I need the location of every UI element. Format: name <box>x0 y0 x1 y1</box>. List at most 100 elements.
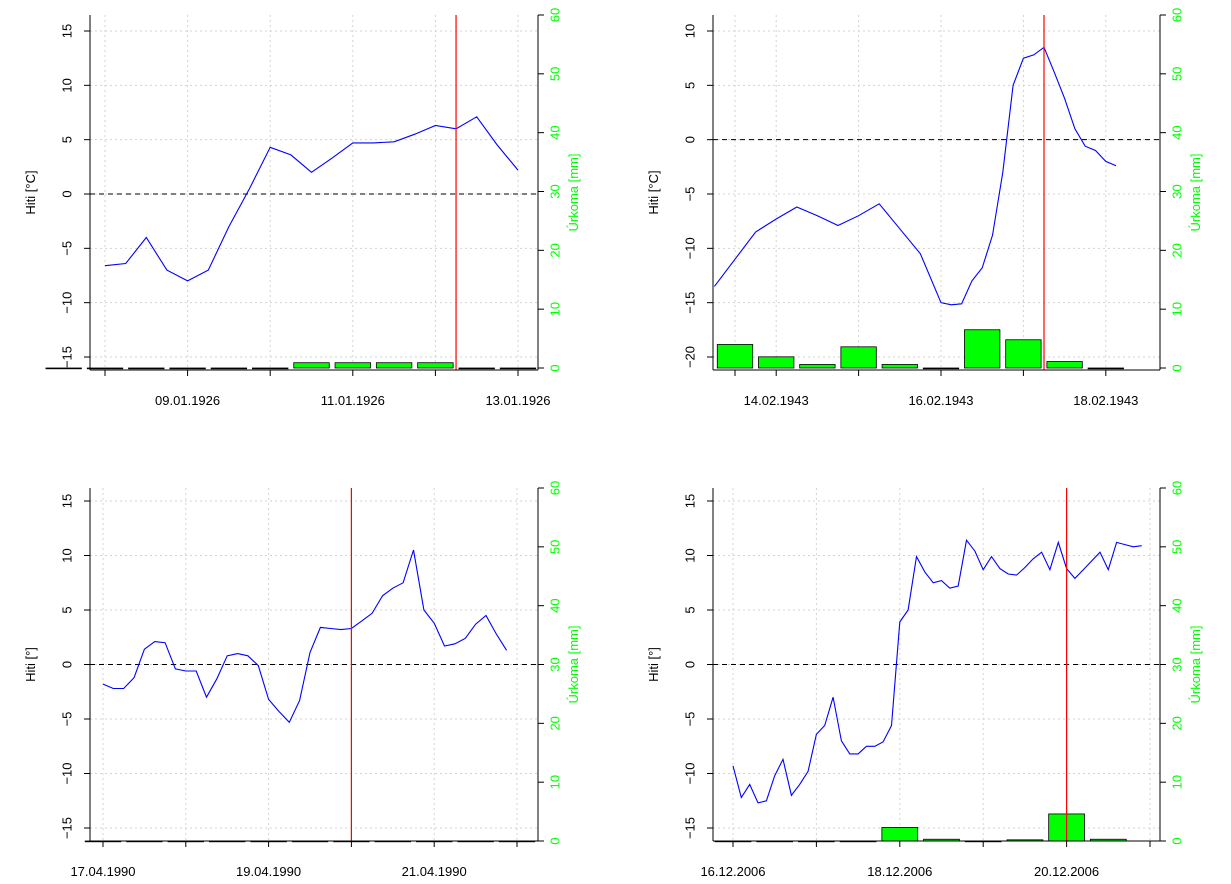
y-tick-label: 5 <box>59 136 74 143</box>
y-tick-label: 0 <box>682 661 697 668</box>
y2-tick-label: 0 <box>547 837 562 844</box>
x-tick-label: 13.01.1926 <box>485 393 550 408</box>
y2-tick-label: 0 <box>547 364 562 371</box>
y2-tick-label: 30 <box>1169 657 1184 671</box>
x-tick-label: 21.04.1990 <box>402 864 467 879</box>
y-tick-label: 5 <box>59 606 74 613</box>
y2-tick-label: 40 <box>1169 598 1184 612</box>
temperature-series-line <box>104 116 519 282</box>
y-tick-label: 15 <box>59 494 74 508</box>
precipitation-bar <box>716 344 754 369</box>
y-tick-label: 15 <box>59 24 74 38</box>
y-tick-label: −5 <box>682 712 697 727</box>
precipitation-bar <box>458 367 495 370</box>
y2-tick-label: 30 <box>547 657 562 671</box>
precipitation-bar <box>881 364 918 369</box>
y2-tick-label: 10 <box>547 302 562 316</box>
precipitation-bar <box>922 367 960 370</box>
x-tick-label: 19.04.1990 <box>236 864 301 879</box>
y-tick-label: −10 <box>682 237 697 259</box>
temperature-series-line <box>732 538 1142 804</box>
precipitation-bar <box>840 346 877 369</box>
x-tick-label: 18.02.1943 <box>1073 393 1138 408</box>
y-tick-label: 0 <box>59 190 74 197</box>
y-tick-label: 0 <box>59 661 74 668</box>
precipitation-bar <box>334 362 371 369</box>
y-tick-label: −10 <box>59 762 74 784</box>
y2-tick-label: 60 <box>547 481 562 495</box>
x-tick-label: 09.01.1926 <box>155 393 220 408</box>
chart-panel-4: −15 −10 −5 0 5 10 15 0 10 20 30 40 50 60 16.12.2006 18.… <box>646 481 1203 879</box>
y2-tick-label: 0 <box>1169 837 1184 844</box>
y2-tick-label: 50 <box>547 540 562 554</box>
y2-tick-label: 20 <box>1169 716 1184 730</box>
y-tick-label: −10 <box>682 762 697 784</box>
y2-tick-label: 30 <box>1169 184 1184 198</box>
precipitation-bar <box>799 364 836 369</box>
y2-tick-label: 50 <box>547 67 562 81</box>
y-tick-label: 10 <box>59 78 74 92</box>
y-tick-label: −15 <box>59 346 74 368</box>
y2-tick-label: 60 <box>547 8 562 22</box>
y-tick-label: 10 <box>59 548 74 562</box>
precipitation-bar <box>499 367 537 370</box>
precipitation-bar <box>45 367 82 370</box>
y2-axis-title: Úrkoma [mm] <box>566 154 581 232</box>
y2-tick-label: 30 <box>547 184 562 198</box>
y-tick-label: −5 <box>59 712 74 727</box>
y-tick-label: −5 <box>59 241 74 256</box>
y2-tick-label: 50 <box>1169 540 1184 554</box>
y-tick-label: −10 <box>59 292 74 314</box>
x-tick-label: 16.12.2006 <box>700 864 765 879</box>
y-axis-title: Hiti [°] <box>23 647 38 682</box>
x-tick-label: 16.02.1943 <box>908 393 973 408</box>
precipitation-bar <box>128 367 165 370</box>
y2-tick-label: 40 <box>547 125 562 139</box>
y-tick-label: −15 <box>682 292 697 314</box>
y2-tick-label: 60 <box>1169 481 1184 495</box>
y-tick-label: 5 <box>682 82 697 89</box>
y-tick-label: 0 <box>682 136 697 143</box>
precipitation-bar <box>417 362 454 369</box>
y-tick-label: 5 <box>682 606 697 613</box>
y-tick-label: −20 <box>682 346 697 368</box>
precipitation-bar <box>1005 339 1042 369</box>
y-tick-label: 15 <box>682 494 697 508</box>
precipitation-bar <box>210 367 248 370</box>
x-tick-label: 20.12.2006 <box>1034 864 1099 879</box>
y-tick-label: −15 <box>59 817 74 839</box>
precipitation-bar <box>293 362 330 369</box>
y2-tick-label: 10 <box>1169 302 1184 316</box>
y2-tick-label: 60 <box>1169 8 1184 22</box>
precipitation-bar <box>86 367 124 370</box>
y-tick-label: 10 <box>682 548 697 562</box>
precipitation-bar <box>881 827 919 842</box>
temperature-series-line <box>713 46 1117 306</box>
chart-panel-2: −20 −15 −10 −5 0 5 10 0 10 20 30 40 50 60 14.02.1943 16… <box>646 8 1203 408</box>
x-tick-label: 18.12.2006 <box>867 864 932 879</box>
y-tick-label: −15 <box>682 817 697 839</box>
precipitation-bar <box>252 367 289 370</box>
y-tick-label: 10 <box>682 24 697 38</box>
x-tick-label: 14.02.1943 <box>744 393 809 408</box>
y2-tick-label: 40 <box>1169 125 1184 139</box>
y-axis-title: Hiti [°C] <box>23 170 38 214</box>
y-axis-title: Hiti [°] <box>646 647 661 682</box>
chart-panel-3: −15 −10 −5 0 5 10 15 0 10 20 30 40 50 60 17.04.1990 19.… <box>23 481 581 879</box>
y2-axis-title: Úrkoma [mm] <box>1188 626 1203 704</box>
temperature-series-line <box>102 549 508 724</box>
y2-tick-label: 20 <box>547 716 562 730</box>
y-tick-label: −5 <box>682 187 697 202</box>
y2-axis-title: Úrkoma [mm] <box>1188 154 1203 232</box>
precipitation-bar <box>964 329 1001 369</box>
chart-panel-1: −15 −10 −5 0 5 10 15 0 10 20 30 40 50 60 09.01.1926 11.… <box>23 8 581 408</box>
precipitation-bar <box>1046 361 1083 369</box>
precipitation-bar <box>758 356 795 369</box>
x-tick-label: 11.01.1926 <box>321 393 385 408</box>
y2-tick-label: 10 <box>1169 775 1184 789</box>
y2-axis-title: Úrkoma [mm] <box>566 626 581 704</box>
y2-tick-label: 0 <box>1169 364 1184 371</box>
y2-tick-label: 50 <box>1169 67 1184 81</box>
y2-tick-label: 40 <box>547 598 562 612</box>
